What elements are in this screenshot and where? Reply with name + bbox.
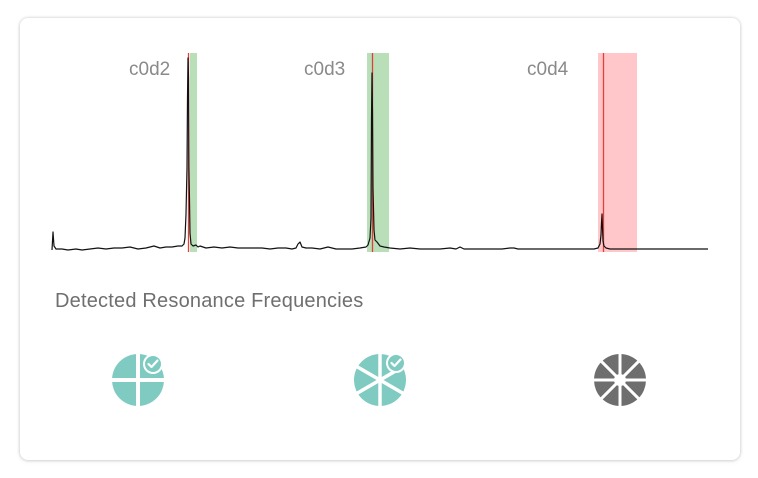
check-badge-icon — [143, 354, 163, 374]
mode-c0d2[interactable] — [104, 343, 174, 413]
peak-label-c0d2: c0d2 — [129, 59, 170, 80]
mode-c0d2-icon — [110, 352, 166, 408]
mode-c0d3-icon — [354, 352, 406, 408]
peak-band-c0d4 — [598, 53, 637, 252]
mode-c0d4-icon — [592, 352, 648, 408]
peak-label-c0d3: c0d3 — [304, 59, 345, 80]
peak-band-c0d2 — [190, 53, 197, 252]
section-title: Detected Resonance Frequencies — [55, 290, 364, 312]
check-badge-icon — [386, 353, 406, 373]
mode-c0d4[interactable] — [585, 343, 655, 413]
resonance-card: c0d2 c0d3 c0d4 Detected Resonance Freque… — [20, 18, 740, 460]
spectrum-chart: c0d2 c0d3 c0d4 — [51, 53, 708, 252]
mode-icons-row — [20, 343, 740, 413]
spectrum-trace — [51, 57, 708, 251]
mode-c0d3[interactable] — [346, 343, 416, 413]
peak-label-c0d4: c0d4 — [527, 59, 569, 80]
